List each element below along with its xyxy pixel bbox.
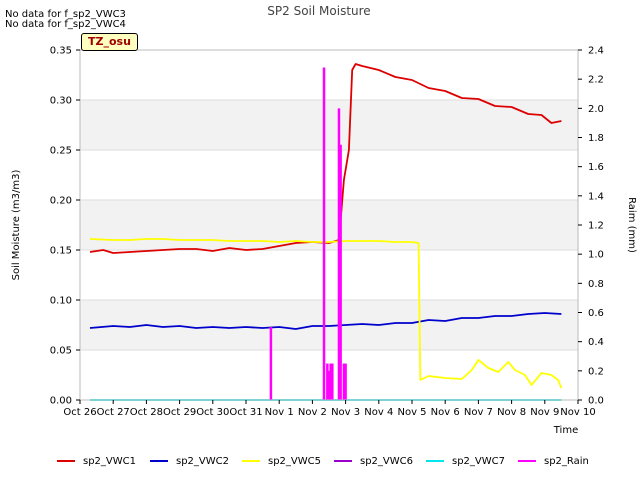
y2-tick-label: 2.4 — [588, 46, 604, 57]
series-sp2-vwc1-line — [89, 63, 562, 254]
y-tick-label: 0.30 — [50, 96, 72, 107]
x-axis: Oct 26 Oct 27 Oct 28 Oct 29 Oct 30 Oct 31 Nov … — [63, 400, 596, 418]
y-axis-left: 0.00 0.05 0.10 0.15 0.20 0.25 0.30 0.35 — [50, 46, 80, 407]
legend-swatch-sp2-vwc6 — [334, 460, 352, 462]
legend-label: sp2_VWC6 — [360, 455, 413, 467]
legend-item-sp2-vwc7: sp2_VWC7 — [426, 453, 505, 469]
y-tick-label: 0.25 — [50, 146, 72, 157]
y2-tick-label: 1.2 — [588, 221, 604, 232]
y2-tick-label: 1.6 — [588, 162, 604, 173]
legend-label: sp2_Rain — [544, 455, 589, 467]
x-tick-label: Oct 28 — [130, 407, 163, 418]
no-data-note-vwc4: No data for f_sp2_VWC4 — [5, 19, 126, 30]
y2-tick-label: 1.8 — [588, 133, 604, 144]
x-axis-label: Time — [553, 425, 578, 436]
x-tick-label: Nov 10 — [560, 407, 595, 418]
legend-item-sp2-rain: sp2_Rain — [518, 453, 589, 469]
y2-tick-label: 1.0 — [588, 250, 604, 261]
legend-swatch-sp2-vwc1 — [57, 460, 75, 462]
legend-item-sp2-vwc6: sp2_VWC6 — [334, 453, 413, 469]
x-tick-label: Nov 4 — [364, 407, 393, 418]
legend-swatch-sp2-vwc7 — [426, 460, 444, 462]
x-tick-label: Nov 7 — [464, 407, 493, 418]
x-tick-label: Nov 9 — [530, 407, 559, 418]
legend-item-sp2-vwc1: sp2_VWC1 — [57, 453, 136, 469]
grid-band — [80, 300, 578, 350]
legend-label: sp2_VWC2 — [176, 455, 229, 467]
legend-label: sp2_VWC1 — [83, 455, 136, 467]
legend-item-sp2-vwc2: sp2_VWC2 — [150, 453, 229, 469]
y2-tick-label: 0.2 — [588, 366, 604, 377]
y-tick-label: 0.15 — [50, 246, 72, 257]
timezone-badge: TZ_osu — [81, 33, 138, 51]
x-tick-label: Oct 26 — [63, 407, 96, 418]
x-tick-label: Nov 3 — [331, 407, 360, 418]
y2-tick-label: 2.0 — [588, 104, 604, 115]
legend-swatch-sp2-vwc5 — [242, 460, 260, 462]
series-sp2-vwc2-line — [89, 312, 562, 330]
y2-tick-label: 0.0 — [588, 396, 604, 407]
x-tick-label: Oct 31 — [229, 407, 262, 418]
y-tick-label: 0.20 — [50, 196, 72, 207]
y2-tick-label: 0.6 — [588, 308, 604, 319]
y2-tick-label: 1.4 — [588, 191, 604, 202]
x-tick-label: Oct 27 — [97, 407, 130, 418]
x-tick-label: Nov 6 — [431, 407, 460, 418]
y-axis-right: 0.0 0.2 0.4 0.6 0.8 1.0 1.2 1.4 1.6 1.8 2.0 2.2 2.4 — [578, 46, 604, 407]
y-axis-label: Soil Moisture (m3/m3) — [11, 170, 22, 281]
legend-item-sp2-vwc5: sp2_VWC5 — [242, 453, 321, 469]
legend-label: sp2_VWC7 — [452, 455, 505, 467]
y-tick-label: 0.00 — [50, 396, 72, 407]
grid-band — [80, 100, 578, 150]
series-sp2-rain — [269, 67, 347, 400]
y2-axis-label: Raim (mm) — [626, 197, 637, 253]
y2-tick-label: 2.2 — [588, 75, 604, 86]
x-tick-label: Nov 1 — [265, 407, 294, 418]
x-tick-label: Oct 29 — [163, 407, 196, 418]
legend-swatch-sp2-vwc2 — [150, 460, 168, 462]
y2-tick-label: 0.8 — [588, 279, 604, 290]
y-tick-label: 0.10 — [50, 296, 72, 307]
grid-bands — [80, 100, 578, 350]
y-tick-label: 0.05 — [50, 346, 72, 357]
x-tick-label: Nov 5 — [397, 407, 426, 418]
no-data-note-vwc3: No data for f_sp2_VWC3 — [5, 9, 126, 20]
legend-label: sp2_VWC5 — [268, 455, 321, 467]
legend-swatch-sp2-rain — [518, 460, 536, 462]
x-tick-label: Oct 30 — [196, 407, 229, 418]
y2-tick-label: 0.4 — [588, 337, 604, 348]
series-sp2-vwc5-line — [89, 238, 563, 389]
x-tick-label: Nov 2 — [298, 407, 327, 418]
series-layer — [89, 63, 563, 401]
chart-title: SP2 Soil Moisture — [267, 4, 370, 18]
legend: sp2_VWC1 sp2_VWC2 sp2_VWC5 sp2_VWC6 sp2_… — [0, 453, 640, 469]
y-tick-label: 0.35 — [50, 46, 72, 57]
x-tick-label: Nov 8 — [497, 407, 526, 418]
